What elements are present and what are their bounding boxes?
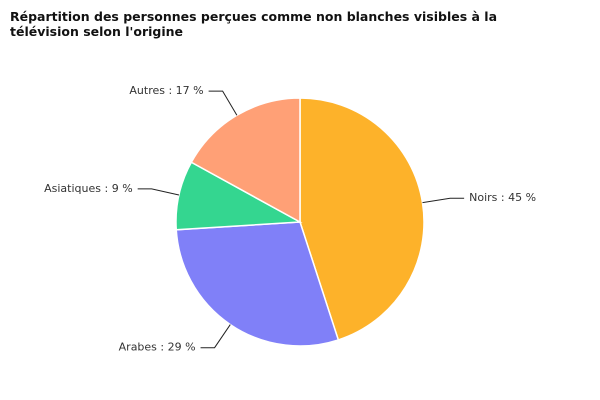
leader-line [208, 90, 238, 116]
leader-line [137, 188, 180, 196]
data-label: Asiatiques : 9 % [44, 182, 133, 195]
data-label: Noirs : 45 % [469, 191, 536, 204]
pie-slice [190, 97, 301, 224]
leader-line [422, 197, 465, 204]
pie-slice [175, 221, 340, 347]
pie-slice [299, 97, 425, 341]
chart-title: Répartition des personnes perçues comme … [10, 9, 498, 39]
leader-line [200, 324, 231, 349]
data-label: Arabes : 29 % [119, 341, 196, 354]
data-label: Autres : 17 % [129, 84, 203, 97]
